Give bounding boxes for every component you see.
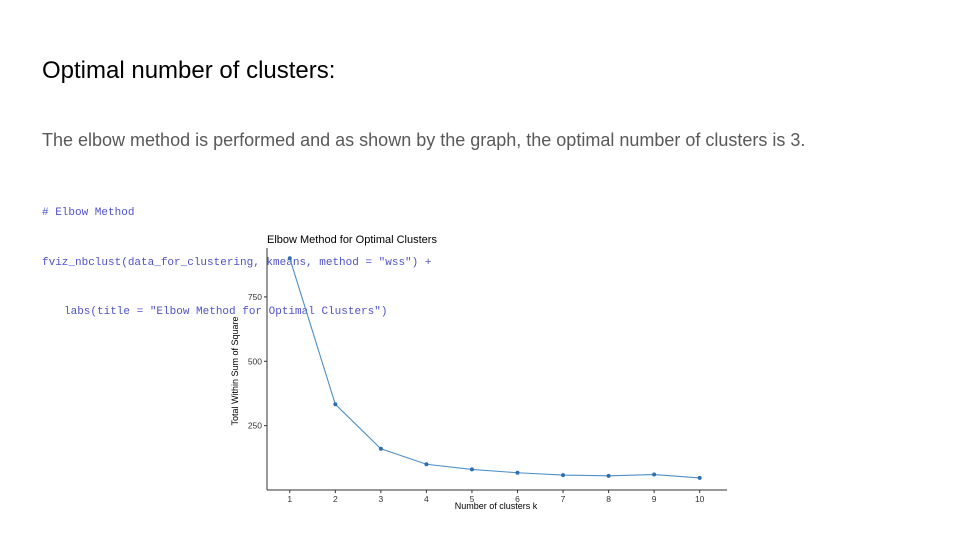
code-block: # Elbow Method fviz_nbclust(data_for_clu… bbox=[42, 172, 431, 337]
y-tick-label: 250 bbox=[248, 421, 262, 431]
data-point bbox=[424, 462, 429, 467]
code-line-labs: labs(title = "Elbow Method for Optimal C… bbox=[64, 306, 388, 318]
x-tick-label: 7 bbox=[561, 494, 566, 504]
slide-body-text: The elbow method is performed and as sho… bbox=[42, 130, 806, 150]
data-point bbox=[378, 446, 383, 451]
series-line bbox=[289, 258, 700, 479]
x-tick-label: 3 bbox=[378, 494, 383, 504]
x-tick-label: 5 bbox=[470, 494, 475, 504]
y-tick-label: 500 bbox=[248, 356, 262, 366]
data-point bbox=[333, 402, 338, 407]
data-point bbox=[287, 256, 292, 261]
data-point bbox=[606, 473, 611, 478]
y-tick-label: 750 bbox=[248, 292, 262, 302]
data-point bbox=[697, 475, 702, 480]
data-point bbox=[469, 467, 474, 472]
data-point bbox=[561, 473, 566, 478]
elbow-chart: Elbow Method for Optimal Clusters 250 500… bbox=[230, 234, 727, 511]
x-tick-label: 1 bbox=[287, 494, 292, 504]
chart-axes: 250 500 750 1 2 3 4 5 6 7 8 9 10 bbox=[248, 248, 727, 504]
code-line-comment: # Elbow Method bbox=[42, 207, 135, 219]
slide-title: Optimal number of clusters: bbox=[42, 57, 336, 84]
x-tick-label: 10 bbox=[695, 494, 705, 504]
chart-title: Elbow Method for Optimal Clusters bbox=[267, 234, 437, 246]
x-tick-label: 6 bbox=[515, 494, 520, 504]
y-axis-label: Total Within Sum of Square bbox=[230, 316, 240, 425]
data-point bbox=[515, 470, 520, 475]
x-tick-label: 4 bbox=[424, 494, 429, 504]
x-axis-label: Number of clusters k bbox=[455, 501, 538, 511]
x-tick-label: 9 bbox=[652, 494, 657, 504]
x-tick-label: 8 bbox=[606, 494, 611, 504]
data-point bbox=[652, 472, 657, 477]
x-tick-label: 2 bbox=[333, 494, 338, 504]
chart-marks bbox=[287, 256, 702, 480]
code-line-fviz: fviz_nbclust(data_for_clustering, kmeans… bbox=[42, 256, 432, 269]
